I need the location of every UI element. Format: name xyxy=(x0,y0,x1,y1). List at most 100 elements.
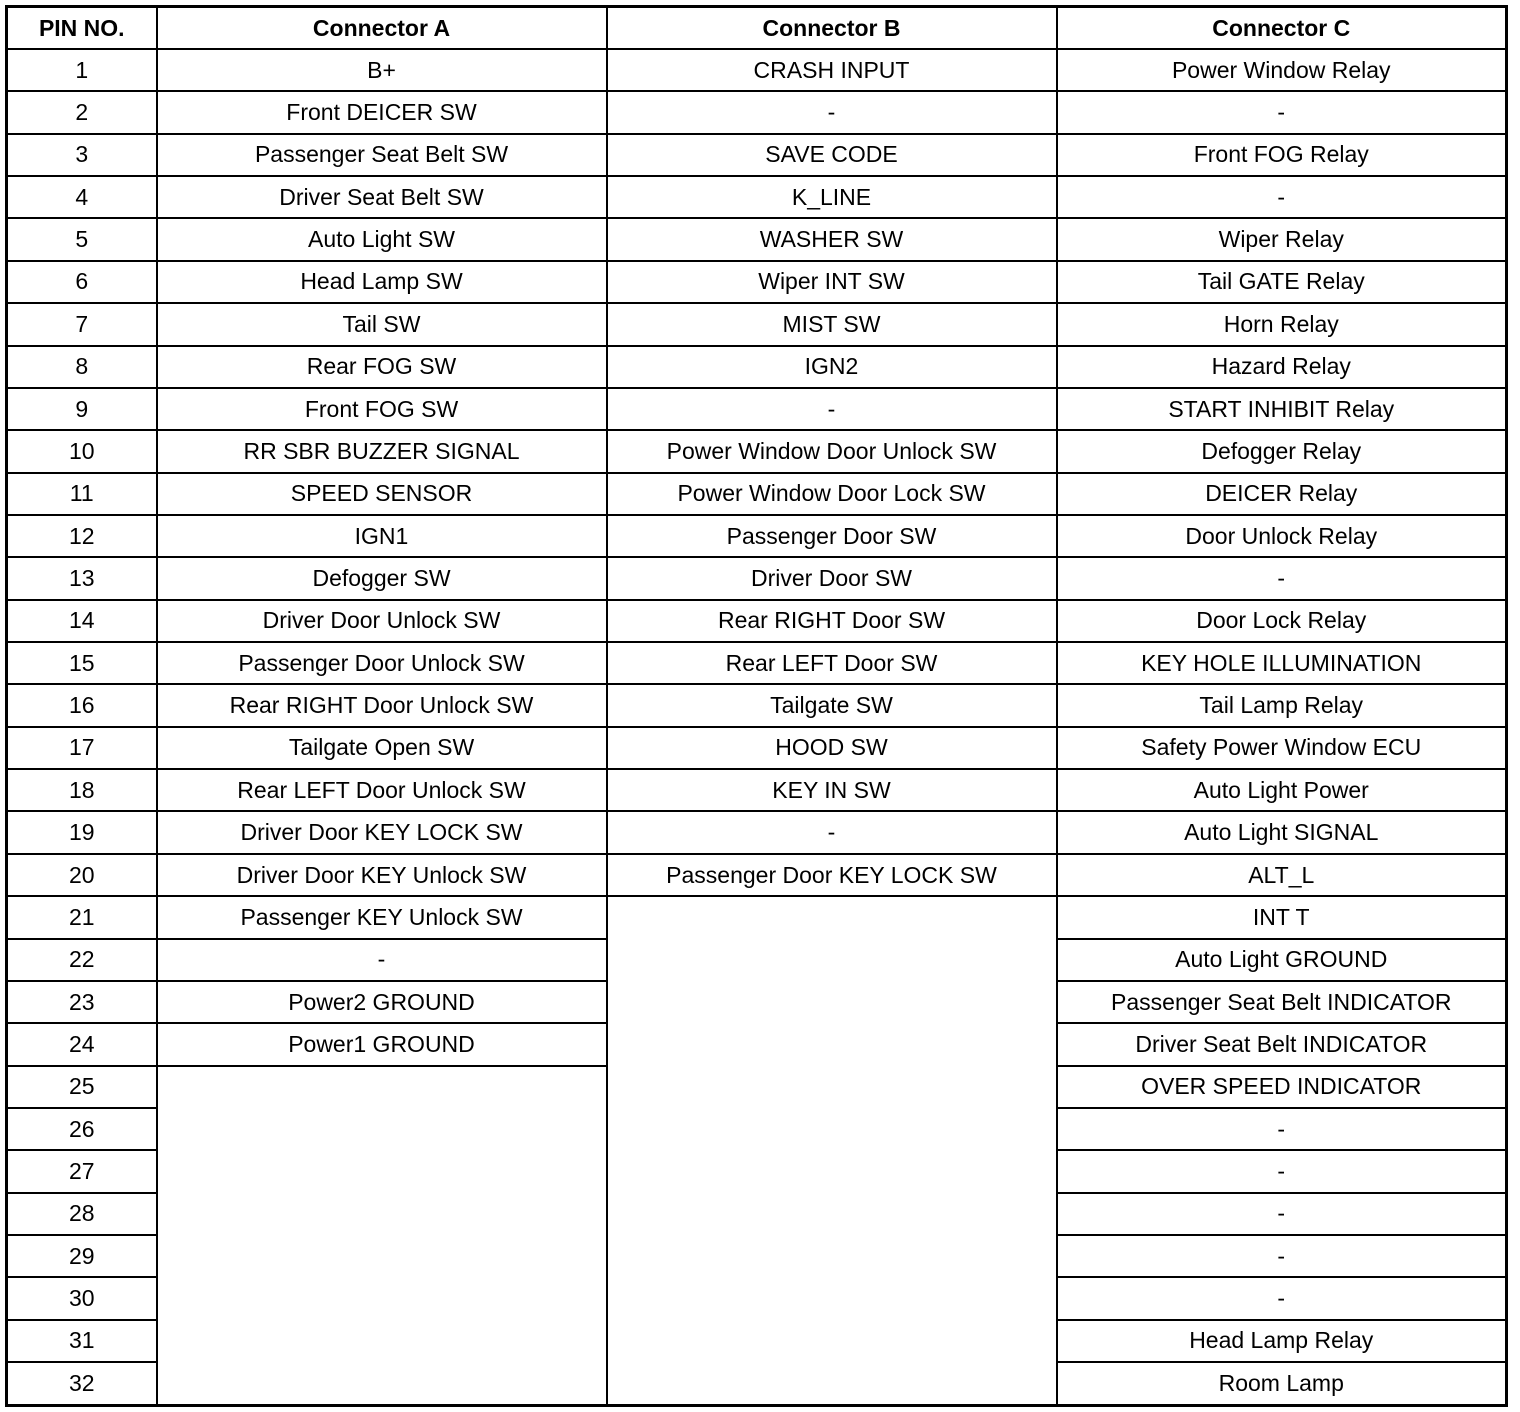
pin-number: 20 xyxy=(5,852,158,898)
table-row: 28 - xyxy=(5,1191,1508,1237)
connector-c-cell: Defogger Relay xyxy=(1055,429,1508,474)
table-row: 4 Driver Seat Belt SW K_LINE - xyxy=(5,175,1508,220)
table-row: 23 Power2 GROUND Passenger Seat Belt INDIC… xyxy=(5,979,1508,1025)
table-row: 24 Power1 GROUND Driver Seat Belt INDICATO… xyxy=(5,1022,1508,1067)
connector-c-cell: Safety Power Window ECU xyxy=(1055,725,1508,771)
table-row: 15 Passenger Door Unlock SW Rear LEFT Door… xyxy=(5,641,1508,686)
pin-number: 8 xyxy=(5,344,158,389)
connector-c-cell: Tail GATE Relay xyxy=(1055,259,1508,305)
pin-number: 6 xyxy=(5,259,158,305)
connector-b-cell: Wiper INT SW xyxy=(605,259,1058,305)
pin-number: 14 xyxy=(5,598,158,644)
pin-number: 12 xyxy=(5,513,158,559)
connector-b-cell: Passenger Door SW xyxy=(605,513,1058,559)
table-row: 12 IGN1 Passenger Door SW Door Unlock Relay xyxy=(5,513,1508,559)
table-row: 7 Tail SW MIST SW Horn Relay xyxy=(5,302,1508,347)
connector-c-cell: Tail Lamp Relay xyxy=(1055,683,1508,728)
connector-b-cell: HOOD SW xyxy=(605,725,1058,771)
connector-b-cell: Passenger Door KEY LOCK SW xyxy=(605,852,1058,898)
pin-number: 13 xyxy=(5,556,158,601)
connector-a-empty xyxy=(155,1064,608,1407)
connector-b-cell: Power Window Door Lock SW xyxy=(605,471,1058,516)
connector-b-cell: SAVE CODE xyxy=(605,132,1058,178)
connector-a-cell: Auto Light SW xyxy=(155,217,608,262)
connector-c-cell: Power Window Relay xyxy=(1055,47,1508,93)
connector-a-cell: Driver Door KEY LOCK SW xyxy=(155,810,608,855)
connector-a-cell: Front FOG SW xyxy=(155,386,608,432)
table-row: 22- Auto Light GROUND xyxy=(5,937,1508,982)
connector-b-cell: IGN2 xyxy=(605,344,1058,389)
pin-number: 25 xyxy=(5,1064,158,1109)
connector-a-cell: Defogger SW xyxy=(155,556,608,601)
pin-number: 24 xyxy=(5,1022,158,1067)
pin-number: 22 xyxy=(5,937,158,982)
connector-c-cell: Passenger Seat Belt INDICATOR xyxy=(1055,979,1508,1025)
connector-c-cell: Driver Seat Belt INDICATOR xyxy=(1055,1022,1508,1067)
connector-b-cell: Rear LEFT Door SW xyxy=(605,641,1058,686)
table-row: 32 Room Lamp xyxy=(5,1361,1508,1407)
pin-number: 23 xyxy=(5,979,158,1025)
connector-c-cell: Front FOG Relay xyxy=(1055,132,1508,178)
pin-number: 19 xyxy=(5,810,158,855)
connector-c-cell: Room Lamp xyxy=(1055,1361,1508,1407)
connector-a-cell: Driver Seat Belt SW xyxy=(155,175,608,220)
table-row: 25 OVER SPEED INDICATOR xyxy=(5,1064,1508,1407)
connector-b-cell: Power Window Door Unlock SW xyxy=(605,429,1058,474)
connector-c-cell: Auto Light SIGNAL xyxy=(1055,810,1508,855)
pin-number: 18 xyxy=(5,768,158,813)
connector-c-cell: - xyxy=(1055,175,1508,220)
table-row: 14 Driver Door Unlock SW Rear RIGHT Door S… xyxy=(5,598,1508,644)
table-row: 17 Tailgate Open SW HOOD SW Safety Power Wi… xyxy=(5,725,1508,771)
pin-number: 7 xyxy=(5,302,158,347)
connector-a-cell: B+ xyxy=(155,47,608,93)
pin-number: 32 xyxy=(5,1361,158,1407)
connector-c-cell: - xyxy=(1055,556,1508,601)
header-connector-c: Connector C xyxy=(1055,5,1508,50)
connector-a-cell: Front DEICER SW xyxy=(155,90,608,135)
connector-c-cell: Horn Relay xyxy=(1055,302,1508,347)
connector-a-cell: SPEED SENSOR xyxy=(155,471,608,516)
header-pin: PIN NO. xyxy=(5,5,158,50)
connector-c-cell: ALT_L xyxy=(1055,852,1508,898)
pin-number: 21 xyxy=(5,895,158,940)
connector-b-cell: WASHER SW xyxy=(605,217,1058,262)
table-row: 18 Rear LEFT Door Unlock SW KEY IN SW Auto … xyxy=(5,768,1508,813)
table-row: 31 Head Lamp Relay xyxy=(5,1318,1508,1364)
connector-c-cell: - xyxy=(1055,1106,1508,1152)
connector-c-cell: - xyxy=(1055,1149,1508,1194)
connector-a-cell: Passenger KEY Unlock SW xyxy=(155,895,608,940)
pin-number: 9 xyxy=(5,386,158,432)
table-row: 8 Rear FOG SW IGN2 Hazard Relay xyxy=(5,344,1508,389)
connector-c-cell: - xyxy=(1055,90,1508,135)
connector-c-cell: Hazard Relay xyxy=(1055,344,1508,389)
table-row: 6 Head Lamp SW Wiper INT SW Tail GATE Relay xyxy=(5,259,1508,305)
connector-b-cell: Driver Door SW xyxy=(605,556,1058,601)
table-row: 19 Driver Door KEY LOCK SW - Auto Light SIG… xyxy=(5,810,1508,855)
connector-a-cell: Power2 GROUND xyxy=(155,979,608,1025)
table-row: 20 Driver Door KEY Unlock SW Passenger Doo… xyxy=(5,852,1508,898)
table-row: 5 Auto Light SW WASHER SW Wiper Relay xyxy=(5,217,1508,262)
header-connector-a: Connector A xyxy=(155,5,608,50)
connector-c-cell: - xyxy=(1055,1234,1508,1279)
table-row: 21 Passenger KEY Unlock SW INT T xyxy=(5,895,1508,1407)
connector-c-cell: START INHIBIT Relay xyxy=(1055,386,1508,432)
connector-c-cell: DEICER Relay xyxy=(1055,471,1508,516)
pin-number: 29 xyxy=(5,1234,158,1279)
connector-c-cell: KEY HOLE ILLUMINATION xyxy=(1055,641,1508,686)
connector-a-cell: IGN1 xyxy=(155,513,608,559)
connector-c-cell: INT T xyxy=(1055,895,1508,940)
table-row: 16 Rear RIGHT Door Unlock SW Tailgate SW Ta… xyxy=(5,683,1508,728)
pin-number: 15 xyxy=(5,641,158,686)
table-row: 26 - xyxy=(5,1106,1508,1152)
connector-b-cell: Tailgate SW xyxy=(605,683,1058,728)
connector-b-empty xyxy=(605,895,1058,1407)
pin-number: 4 xyxy=(5,175,158,220)
connector-a-cell: Driver Door Unlock SW xyxy=(155,598,608,644)
pin-number: 26 xyxy=(5,1106,158,1152)
pin-number: 3 xyxy=(5,132,158,178)
pin-number: 16 xyxy=(5,683,158,728)
connector-a-cell: Rear LEFT Door Unlock SW xyxy=(155,768,608,813)
connector-b-cell: - xyxy=(605,386,1058,432)
pin-number: 30 xyxy=(5,1276,158,1321)
table-row: 2 Front DEICER SW - - xyxy=(5,90,1508,135)
